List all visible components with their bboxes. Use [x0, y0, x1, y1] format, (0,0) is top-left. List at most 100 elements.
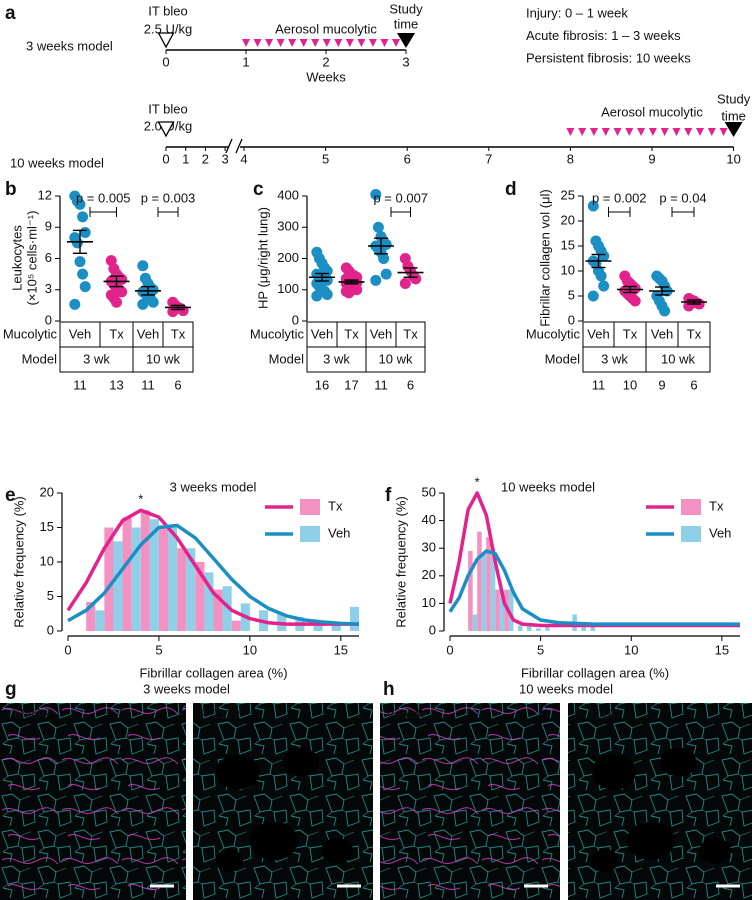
image-title: 10 weeks model [519, 681, 613, 696]
treatment-marker [299, 39, 308, 47]
table-cell [365, 346, 426, 373]
annotation: * [138, 492, 143, 507]
data-point [74, 256, 86, 268]
histogram-bar [186, 548, 196, 631]
data-point [399, 278, 411, 289]
y-tick-label: 40 [422, 512, 436, 527]
study-marker [724, 122, 743, 137]
histogram-bar [140, 510, 150, 631]
axis-label: Weeks [306, 69, 346, 84]
data-point [380, 268, 392, 280]
panel-letter: h [383, 679, 395, 700]
axis-break [225, 138, 233, 154]
data-point [378, 253, 390, 264]
fit-curve [66, 508, 359, 626]
model-label: 3 wk [83, 351, 110, 366]
data-point [372, 221, 384, 233]
data-point [137, 298, 149, 310]
data-point [598, 280, 610, 292]
phase-label: Persistent fibrosis: 10 weeks [526, 50, 691, 65]
histogram-bar [131, 527, 141, 631]
model-label: 10 wk [146, 351, 180, 366]
injury-marker [157, 121, 175, 138]
y-tick-label: 10 [422, 595, 436, 610]
y-tick-label: 0 [429, 622, 436, 637]
tick-label: 0 [162, 54, 169, 69]
dose-label: IT bleo [148, 3, 188, 18]
tick-label: 1 [182, 151, 189, 166]
image-title: 3 weeks model [143, 681, 230, 696]
x-tick-label: 5 [155, 642, 162, 657]
panel-letter: b [5, 179, 17, 200]
y-tick-label: 400 [277, 187, 299, 202]
treatment-marker [578, 128, 587, 136]
table-cell [645, 346, 711, 373]
airspace [660, 747, 697, 777]
data-point [77, 268, 89, 280]
tick-label: 6 [404, 151, 411, 166]
n-label: 6 [174, 377, 181, 392]
n-label: 11 [73, 377, 87, 392]
tick-label: 9 [648, 151, 655, 166]
histogram-bar [590, 625, 595, 631]
x-axis-label: Fibrillar collagen area (%) [521, 665, 669, 680]
tick-label: 2 [202, 151, 209, 166]
histogram-bar [468, 550, 473, 631]
treatment-marker [566, 128, 575, 136]
treatment-marker [696, 128, 705, 136]
dose-label: IT bleo [148, 101, 188, 116]
legend-swatch [681, 499, 701, 515]
legend-label: Veh [709, 525, 731, 540]
data-point [587, 290, 599, 302]
y-tick-label: 3 [45, 281, 52, 296]
panel-letter: e [5, 485, 16, 506]
error-bar [315, 272, 329, 282]
fit-curve [67, 523, 360, 626]
model-label: 10 wk [379, 351, 413, 366]
histogram-bar [545, 625, 550, 631]
p-value: p = 0.04 [659, 190, 706, 205]
data-point [71, 237, 83, 249]
y-tick-label: 30 [422, 540, 436, 555]
treatment-marker [625, 128, 634, 136]
histogram-bar [527, 625, 532, 631]
tick-label: 7 [485, 151, 492, 166]
image-label: Vehicle [386, 706, 428, 721]
data-point [77, 211, 89, 223]
legend-swatch [300, 526, 320, 542]
histogram-bar [104, 527, 114, 631]
y-axis-label: HP (μg/right lung) [255, 207, 270, 309]
group-label: Veh [69, 326, 91, 341]
tick-label: 2 [322, 54, 329, 69]
data-point [659, 305, 671, 317]
histogram-bar [472, 614, 478, 631]
data-point [311, 290, 323, 302]
fit-curve [448, 549, 740, 626]
treatment-marker [242, 39, 250, 47]
treatment-marker [672, 128, 681, 136]
row-label: Mucolytic [250, 326, 305, 341]
histogram-bar [536, 628, 541, 631]
histogram-bar [113, 541, 123, 631]
image-label: Vehicle [6, 706, 48, 721]
tick-label: 1 [242, 54, 249, 69]
y-tick-label: 50 [422, 484, 436, 499]
y-tick-label: 0 [292, 312, 299, 327]
tick-label: 3 [402, 54, 409, 69]
y-axis-label: Fibrillar collagen vol (μl) [537, 189, 552, 327]
airspace [283, 747, 319, 777]
y-tick-label: 6 [45, 250, 52, 265]
n-label: 17 [344, 377, 358, 392]
treatment-marker [265, 39, 274, 47]
group-label: Veh [137, 326, 159, 341]
histogram-bar [177, 548, 187, 631]
chart-title: 3 weeks model [170, 479, 257, 494]
error-bar [109, 275, 124, 288]
airspace [592, 754, 636, 790]
y-tick-label: 300 [277, 219, 299, 234]
n-label: 10 [623, 377, 637, 392]
y-axis-label: Leukocytes [9, 225, 24, 291]
legend-label: Tx [709, 498, 724, 513]
injury-marker [157, 32, 175, 49]
